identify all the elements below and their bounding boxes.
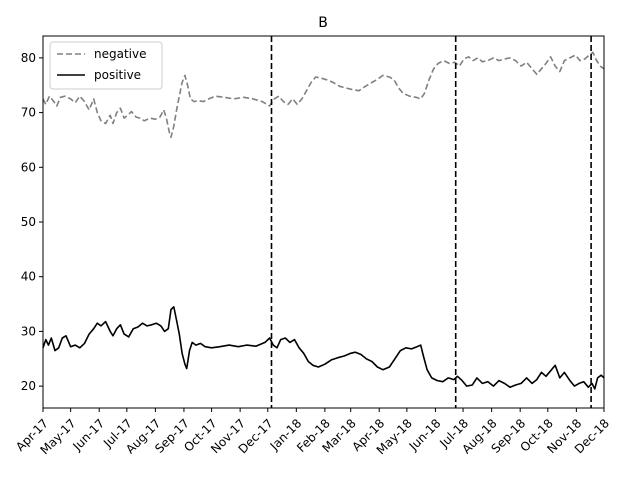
legend-positive-label: positive [94,68,141,82]
plot-frame [42,35,605,409]
x-tick-label: Jun-17 [70,416,108,454]
plot-area [42,36,605,408]
series-positive-line [42,306,605,390]
y-axis: 20 30 40 50 60 70 80 [21,51,43,393]
x-axis: Apr-17May-17Jun-17Jul-17Aug-17Sep-17Oct-… [13,408,612,457]
y-tick-label: 40 [21,270,36,284]
legend-negative-label: negative [94,47,146,61]
y-tick-label: 70 [21,106,36,120]
y-tick-label: 20 [21,379,36,393]
y-tick-label: 80 [21,51,36,65]
series-negative-line [42,51,605,138]
y-tick-label: 50 [21,215,36,229]
chart-title: B [318,15,328,31]
x-tick-label: Jun-18 [406,416,444,454]
y-tick-label: 60 [21,160,36,174]
y-tick-label: 30 [21,324,36,338]
legend: negative positive [49,41,163,90]
